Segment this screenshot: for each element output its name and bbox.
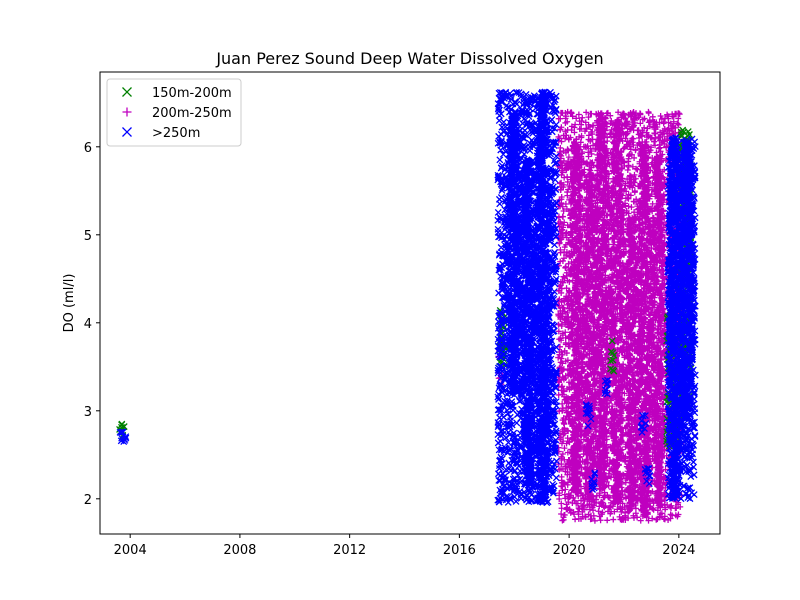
legend-label: 200m-250m [152,106,232,121]
x-tick-label: 2020 [553,543,586,558]
x-axis: 2004 2008 2012 2016 2020 2024 [114,534,695,558]
chart-title: Juan Perez Sound Deep Water Dissolved Ox… [215,49,603,68]
data-cloud [641,464,654,488]
data-column [607,117,627,505]
legend: 150m-200m 200m-250m >250m [106,78,242,147]
y-tick-label: 2 [84,493,92,508]
data-cloud [582,401,595,430]
series-200m-250m [495,108,685,524]
series-250m [116,88,699,507]
data-cloud [116,428,130,446]
legend-marker [122,127,132,137]
y-tick-label: 3 [84,405,92,420]
plot-frame [99,71,721,535]
data-cloud [607,337,618,375]
data-column [648,152,669,506]
data-cloud [637,411,650,436]
y-tick-label: 4 [84,317,92,332]
data-column [634,143,655,519]
data-column [517,156,539,489]
y-tick-label: 5 [84,229,92,244]
data-point [650,123,658,131]
legend-label: >250m [152,126,200,141]
data-cloud [601,376,612,398]
x-tick-label: 2016 [443,543,476,558]
y-tick-label: 6 [84,141,92,156]
legend-marker [122,107,132,117]
x-tick-label: 2008 [223,543,256,558]
data-column [532,88,554,506]
data-column [664,134,686,502]
data-marks [116,88,699,524]
legend-marker [122,87,132,97]
legend-label: 150m-200m [152,86,232,101]
legend-box [106,78,242,147]
data-cloud [588,469,599,493]
y-axis: 2 3 4 5 6 [84,141,100,508]
y-axis-label: DO (ml/l) [62,274,77,333]
data-column [566,139,586,497]
x-tick-label: 2024 [662,543,695,558]
data-column [676,138,698,423]
x-tick-label: 2004 [114,543,147,558]
x-tick-label: 2012 [333,543,366,558]
data-column [503,109,525,396]
data-point [661,504,669,512]
